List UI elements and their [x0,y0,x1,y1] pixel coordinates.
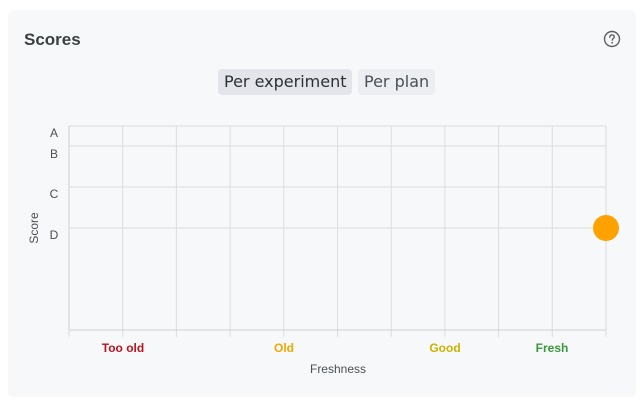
x-category-label: Fresh [536,341,569,355]
card-title: Scores [24,30,81,49]
y-tick-label: A [50,126,58,140]
x-category-labels: Too old Old Good Fresh [102,341,569,355]
help-circle-icon[interactable] [603,30,621,48]
scores-card: Scores Per experiment Per plan [8,10,636,397]
x-category-label: Too old [102,341,144,355]
y-axis-title: Score [27,212,41,244]
x-category-label: Good [429,341,460,355]
y-tick-labels: AB C D [50,126,59,242]
x-axis-title: Freshness [310,362,366,376]
data-point[interactable] [593,215,619,241]
y-tick-label: D [50,228,59,242]
data-points [593,215,619,241]
y-tick-label: C [50,187,59,201]
chart-grid [68,125,607,337]
tab-per-experiment[interactable]: Per experiment [218,69,353,95]
tab-per-plan[interactable]: Per plan [358,69,436,95]
x-category-label: Old [274,341,294,355]
y-tick-label: B [50,147,58,161]
